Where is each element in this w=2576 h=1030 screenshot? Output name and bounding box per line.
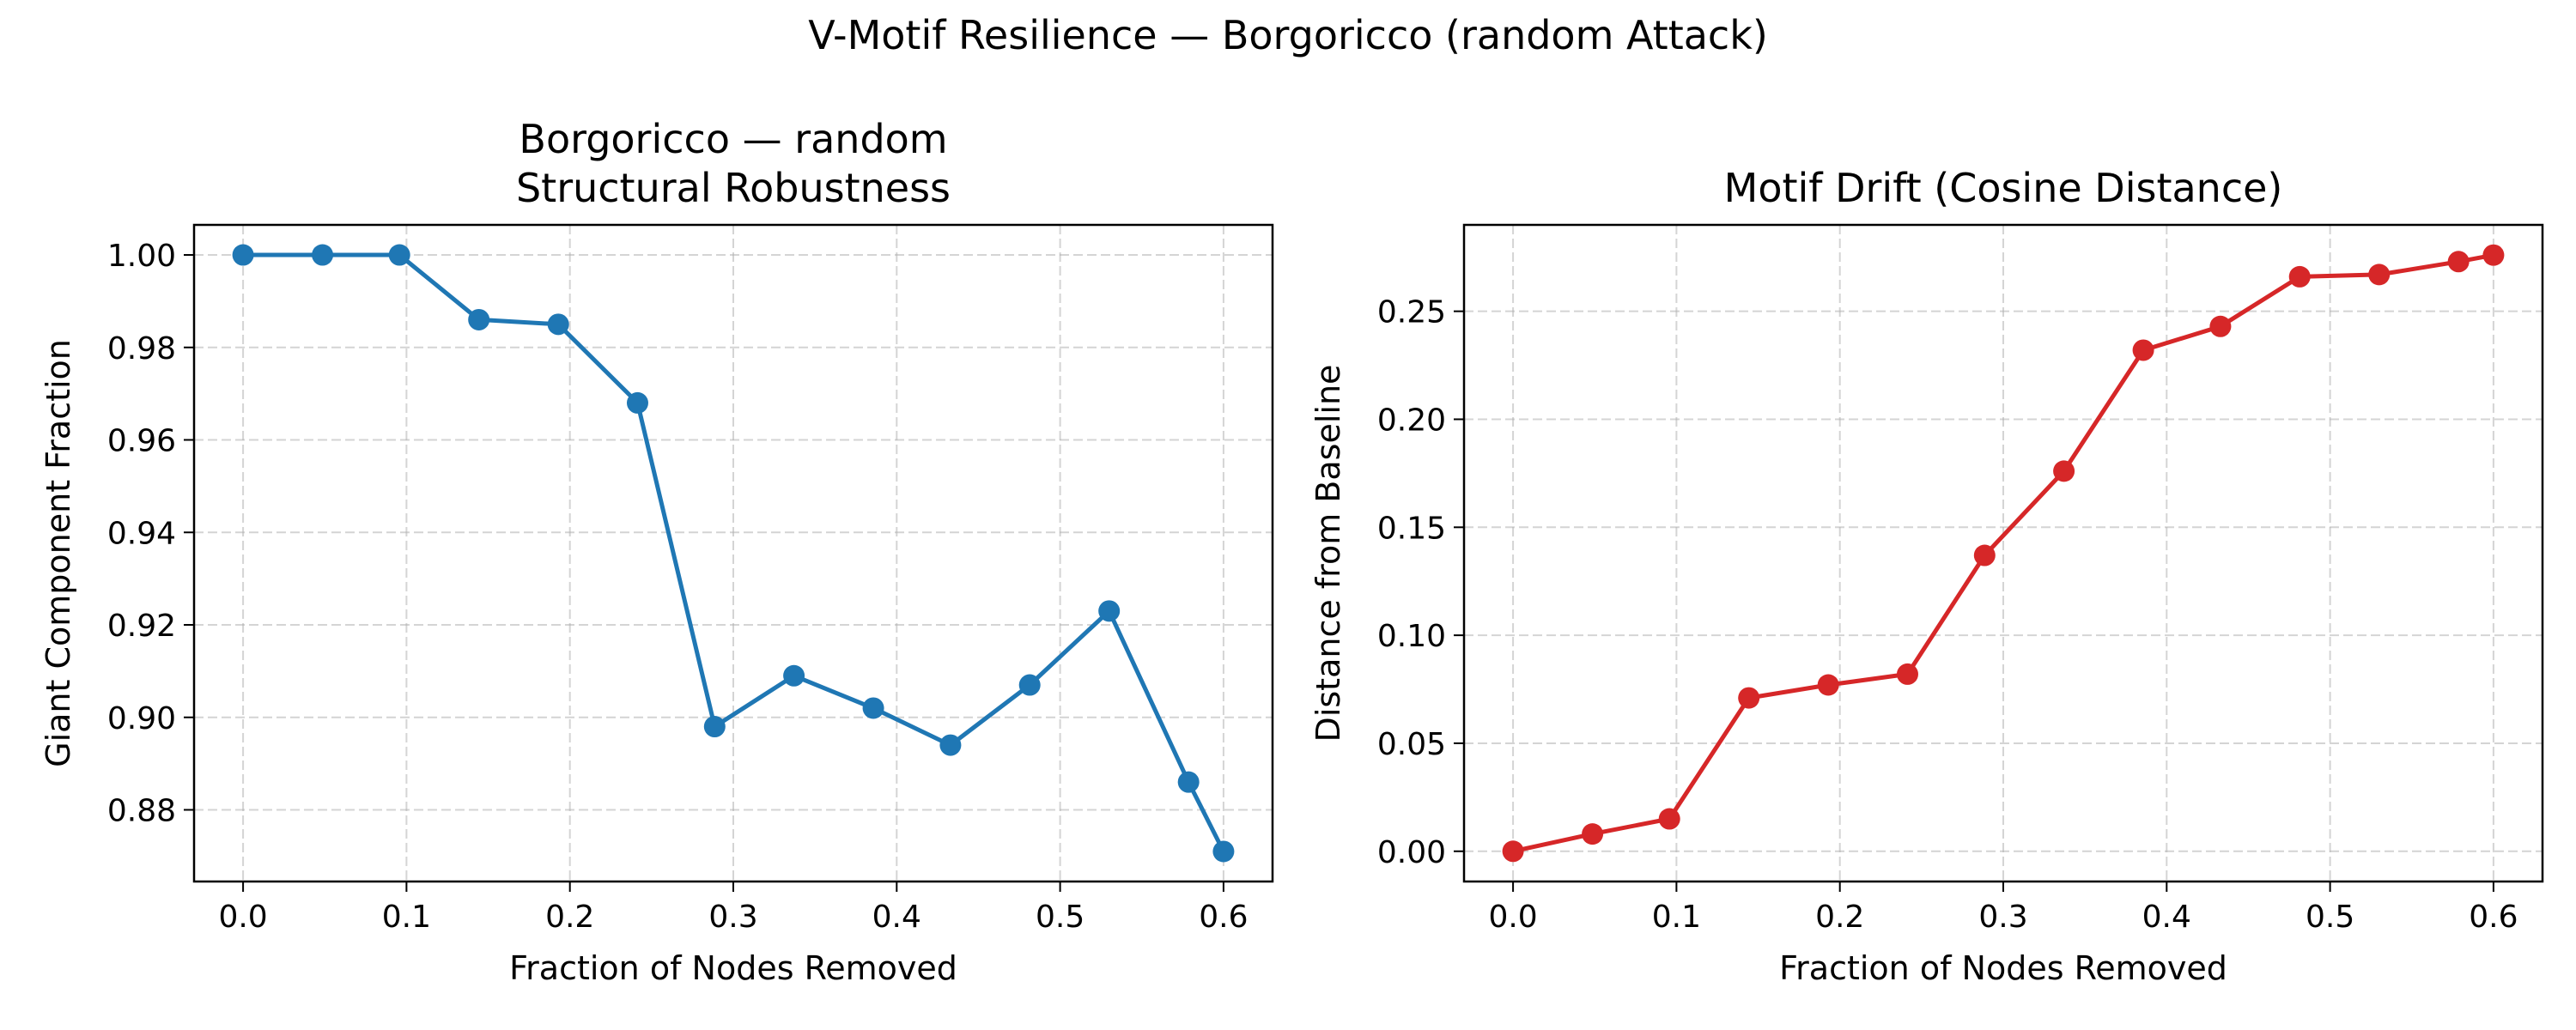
panel-motif-drift: 0.0 0.1 0.2 0.3 0.4 0.5 0.6 0.000.050.100.150.… <box>1309 165 2544 987</box>
x-tick-label: 0.0 <box>1488 900 1537 935</box>
y-tick-label: 0.00 <box>1377 835 1446 870</box>
x-tick-label: 0.1 <box>1652 900 1701 935</box>
figure-title: V-Motif Resilience — Borgoricco (random … <box>808 12 1768 58</box>
data-point <box>1098 600 1121 622</box>
y-tick-label: 0.90 <box>107 701 176 736</box>
data-point <box>468 308 490 330</box>
y-ticks: 0.00 0.05 0.10 0.15 0.20 0.25 <box>1377 295 1464 870</box>
y-tick-label: 0.15 <box>1377 511 1446 546</box>
plot-frame <box>192 223 1274 883</box>
grid <box>1464 225 2543 882</box>
data-point <box>2482 244 2505 266</box>
x-tick-label: 0.4 <box>2142 900 2191 935</box>
data-point <box>1018 674 1041 696</box>
x-tick-label: 0.3 <box>1978 900 2027 935</box>
x-tick-label: 0.1 <box>382 900 431 935</box>
y-tick-label: 0.96 <box>107 424 176 459</box>
data-point <box>626 391 648 414</box>
x-tick-label: 0.2 <box>545 900 594 935</box>
x-ticks: 0.0 0.1 0.2 0.3 0.4 0.5 0.6 <box>1488 882 2518 935</box>
data-point <box>2288 265 2311 288</box>
y-tick-label: 0.05 <box>1377 727 1446 762</box>
y-tick-label: 0.10 <box>1377 619 1446 654</box>
data-point <box>2053 460 2075 482</box>
y-tick-label: 1.00 <box>107 239 176 274</box>
series <box>1502 244 2505 863</box>
series <box>232 244 1235 863</box>
data-point <box>2209 315 2232 337</box>
panel-structural-robustness: 0.0 0.1 0.2 0.3 0.4 0.5 0.6 0.880.900.920.940.… <box>39 116 1274 987</box>
x-axis-label: Fraction of Nodes Removed <box>1779 949 2227 987</box>
data-point <box>312 244 334 266</box>
x-tick-label: 0.0 <box>218 900 267 935</box>
data-point <box>1212 840 1235 863</box>
data-point <box>1177 771 1200 793</box>
data-point <box>1817 674 1839 696</box>
data-point <box>1658 808 1680 830</box>
x-ticks: 0.0 0.1 0.2 0.3 0.4 0.5 0.6 <box>218 882 1249 935</box>
y-axis-label: Distance from Baseline <box>1309 365 1347 742</box>
data-point <box>1502 840 1524 863</box>
plot-frame <box>1462 223 2544 883</box>
chart-title: Motif Drift (Cosine Distance) <box>1724 165 2283 211</box>
y-axis-label: Giant Component Fraction <box>39 339 77 767</box>
x-tick-label: 0.5 <box>1036 900 1084 935</box>
chart-title-line-2: Structural Robustness <box>516 165 951 211</box>
data-point <box>1582 823 1604 845</box>
data-point <box>783 664 805 687</box>
series-line <box>1512 252 2494 854</box>
data-point <box>232 244 254 266</box>
data-point <box>1973 544 1996 566</box>
y-tick-label: 0.94 <box>107 516 176 551</box>
x-tick-label: 0.2 <box>1815 900 1864 935</box>
data-point <box>703 716 726 738</box>
chart-title-line-1: Borgoricco — random <box>519 116 947 162</box>
y-ticks: 0.88 0.90 0.92 0.94 0.96 0.98 1.00 <box>107 239 194 828</box>
data-point <box>1738 687 1760 709</box>
x-tick-label: 0.6 <box>2469 900 2518 935</box>
x-tick-label: 0.6 <box>1199 900 1248 935</box>
data-point <box>547 313 569 336</box>
x-tick-label: 0.3 <box>708 900 757 935</box>
x-tick-label: 0.4 <box>872 900 921 935</box>
data-point <box>2132 339 2154 361</box>
data-point <box>939 734 962 756</box>
data-point <box>862 697 884 719</box>
series-line <box>243 252 1226 853</box>
y-tick-label: 0.25 <box>1377 295 1446 330</box>
y-tick-label: 0.20 <box>1377 403 1446 438</box>
data-point <box>388 244 410 266</box>
y-tick-label: 0.88 <box>107 793 176 828</box>
data-point <box>2447 251 2470 273</box>
y-tick-label: 0.92 <box>107 609 176 644</box>
y-tick-label: 0.98 <box>107 331 176 367</box>
data-point <box>2368 264 2391 286</box>
x-tick-label: 0.5 <box>2306 900 2354 935</box>
x-axis-label: Fraction of Nodes Removed <box>509 949 957 987</box>
data-point <box>1896 663 1918 685</box>
